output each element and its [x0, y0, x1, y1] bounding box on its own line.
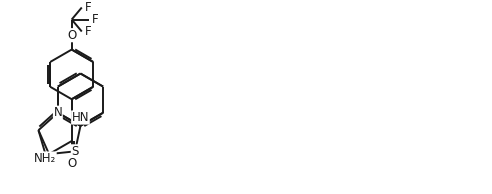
Text: F: F	[85, 1, 92, 14]
Text: N: N	[54, 106, 62, 119]
Text: F: F	[92, 13, 99, 26]
Text: F: F	[85, 25, 92, 38]
Text: O: O	[67, 157, 76, 170]
Text: O: O	[67, 29, 76, 42]
Text: HN: HN	[72, 111, 89, 124]
Text: S: S	[71, 145, 79, 158]
Text: NH₂: NH₂	[34, 152, 56, 165]
